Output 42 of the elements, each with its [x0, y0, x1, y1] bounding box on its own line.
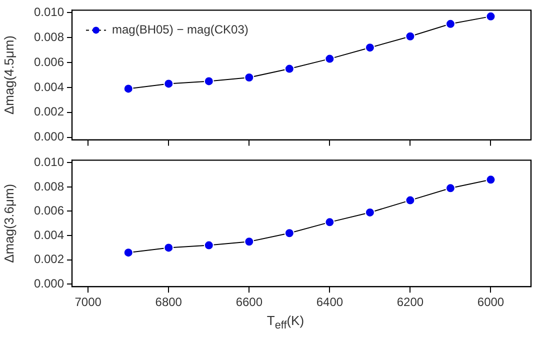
- x-axis-title: T$_{eff}$(K): [266, 313, 306, 332]
- point: [204, 240, 214, 250]
- point: [244, 236, 254, 247]
- y-tick-label: 0.008: [34, 30, 64, 44]
- y-tick-label: 0.002: [34, 252, 64, 266]
- point: [324, 54, 335, 64]
- y-tick-label: 0.010: [34, 154, 64, 169]
- y-tick-label: 0.008: [34, 179, 64, 194]
- point: [164, 78, 174, 89]
- point: [123, 248, 134, 258]
- point: [486, 11, 496, 22]
- point: [244, 72, 254, 82]
- point: [123, 84, 134, 94]
- point: [364, 207, 375, 218]
- point: [405, 31, 416, 42]
- point: [445, 18, 456, 29]
- y-tick-label: 0.006: [34, 54, 64, 69]
- y-axis-title: Δmag(4.5μm): [1, 35, 16, 115]
- point: [164, 242, 174, 253]
- legend-label: mag(BH05) − mag(CK03): [112, 22, 248, 37]
- x-tick-label: 6800: [155, 295, 182, 310]
- point: [204, 76, 214, 86]
- point: [284, 64, 294, 74]
- point: [486, 174, 496, 185]
- point: [284, 228, 294, 238]
- y-axis-title: Δmag(3.6μm): [1, 184, 16, 263]
- y-tick-label: 0.000: [34, 276, 64, 290]
- x-tick-label: 6400: [316, 295, 344, 310]
- y-tick-label: 0.002: [34, 104, 64, 119]
- y-tick-label: 0.004: [34, 80, 64, 94]
- x-tick-label: 7000: [74, 295, 102, 310]
- y-tick-label: 0.010: [34, 5, 64, 20]
- point: [324, 217, 335, 228]
- x-tick-label: 6600: [236, 295, 263, 310]
- x-tick-label: 6200: [396, 295, 424, 310]
- x-tick-label: 6000: [477, 295, 504, 310]
- point: [364, 42, 375, 53]
- point: [405, 195, 416, 206]
- y-tick-label: 0.004: [34, 228, 64, 242]
- point: [445, 183, 456, 194]
- y-tick-label: 0.006: [34, 204, 64, 218]
- y-tick-label: 0.000: [34, 130, 64, 144]
